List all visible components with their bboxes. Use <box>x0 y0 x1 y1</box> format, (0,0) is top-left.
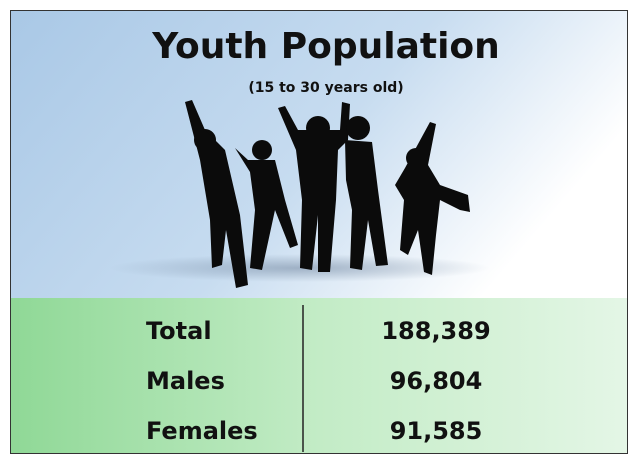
subtitle: (15 to 30 years old) <box>248 80 403 96</box>
page: Youth Population (15 to 30 years old) To… <box>0 0 630 454</box>
row-label: Females <box>146 417 258 445</box>
row-value: 96,804 <box>390 367 483 395</box>
row-value: 91,585 <box>390 417 483 445</box>
row-label: Males <box>146 367 225 395</box>
title: Youth Population <box>151 26 500 67</box>
row-label: Total <box>146 317 212 345</box>
table-panel <box>10 298 628 454</box>
row-value: 188,389 <box>381 317 490 345</box>
infographic: Youth Population (15 to 30 years old) To… <box>0 0 630 454</box>
